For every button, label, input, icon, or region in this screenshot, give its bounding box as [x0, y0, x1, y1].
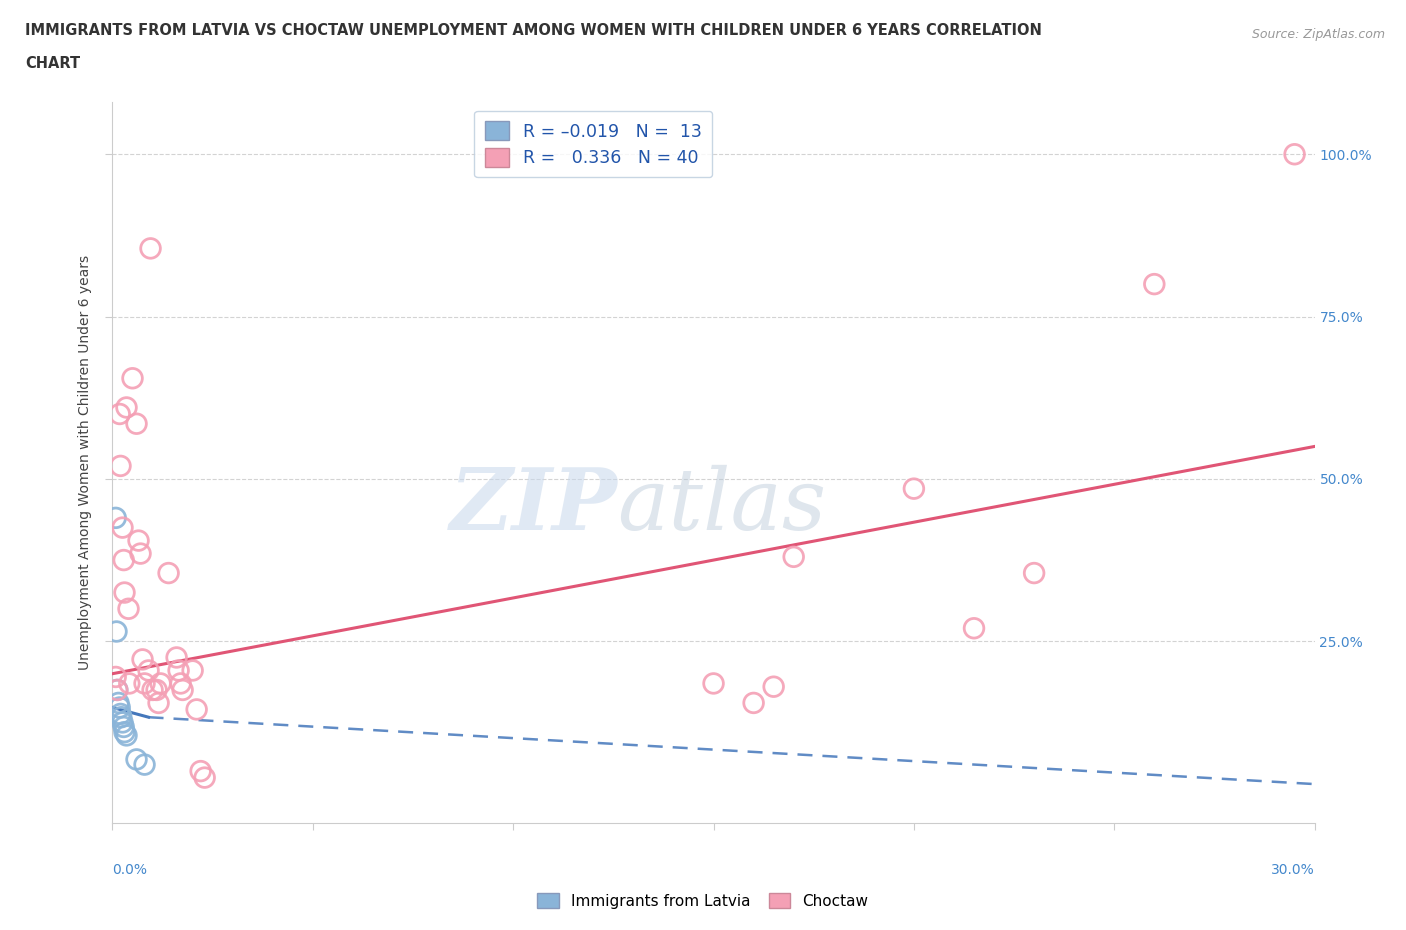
Point: [111, 520, 134, 535]
Point: [114, 724, 136, 739]
Point: [105, 683, 128, 698]
Point: [134, 757, 156, 772]
Point: [110, 710, 132, 724]
Point: [115, 400, 138, 415]
Text: ZIP: ZIP: [450, 464, 617, 548]
Point: [149, 676, 172, 691]
Point: [104, 670, 127, 684]
Point: [194, 770, 217, 785]
Point: [112, 552, 135, 567]
Point: [117, 602, 139, 617]
Point: [115, 728, 138, 743]
Point: [104, 511, 127, 525]
Point: [111, 715, 134, 730]
Point: [762, 679, 785, 694]
Point: [114, 585, 136, 600]
Point: [108, 700, 131, 715]
Point: [1024, 565, 1046, 580]
Point: [166, 650, 188, 665]
Point: [1143, 276, 1166, 291]
Point: [110, 458, 132, 473]
Point: [121, 371, 143, 386]
Point: [125, 417, 148, 432]
Point: [110, 707, 132, 722]
Point: [108, 406, 131, 421]
Point: [190, 764, 212, 778]
Point: [131, 652, 153, 667]
Point: [145, 683, 167, 698]
Point: [129, 546, 152, 561]
Point: [157, 565, 180, 580]
Point: [112, 720, 135, 735]
Point: [138, 663, 160, 678]
Point: [181, 663, 204, 678]
Point: [139, 241, 162, 256]
Point: [134, 676, 156, 691]
Point: [742, 696, 765, 711]
Point: [118, 676, 141, 691]
Point: [105, 683, 128, 698]
Point: [148, 696, 170, 711]
Point: [125, 752, 148, 767]
Point: [782, 550, 804, 565]
Point: [702, 676, 725, 691]
Point: [172, 683, 194, 698]
Point: [105, 624, 128, 639]
Point: [963, 621, 986, 636]
Point: [128, 533, 150, 548]
Point: [167, 663, 190, 678]
Point: [186, 702, 208, 717]
Point: [169, 676, 191, 691]
Text: 0.0%: 0.0%: [112, 863, 148, 877]
Text: atlas: atlas: [617, 465, 827, 547]
Point: [107, 696, 129, 711]
Text: CHART: CHART: [25, 56, 80, 71]
Point: [141, 683, 163, 698]
Text: IMMIGRANTS FROM LATVIA VS CHOCTAW UNEMPLOYMENT AMONG WOMEN WITH CHILDREN UNDER 6: IMMIGRANTS FROM LATVIA VS CHOCTAW UNEMPL…: [25, 23, 1042, 38]
Y-axis label: Unemployment Among Women with Children Under 6 years: Unemployment Among Women with Children U…: [79, 255, 93, 671]
Text: Source: ZipAtlas.com: Source: ZipAtlas.com: [1251, 28, 1385, 41]
Legend: R = –0.019   N =  13, R =   0.336   N = 40: R = –0.019 N = 13, R = 0.336 N = 40: [474, 111, 713, 178]
Legend: Immigrants from Latvia, Choctaw: Immigrants from Latvia, Choctaw: [531, 886, 875, 915]
Text: 30.0%: 30.0%: [1271, 863, 1315, 877]
Point: [1284, 147, 1306, 162]
Point: [903, 481, 925, 496]
